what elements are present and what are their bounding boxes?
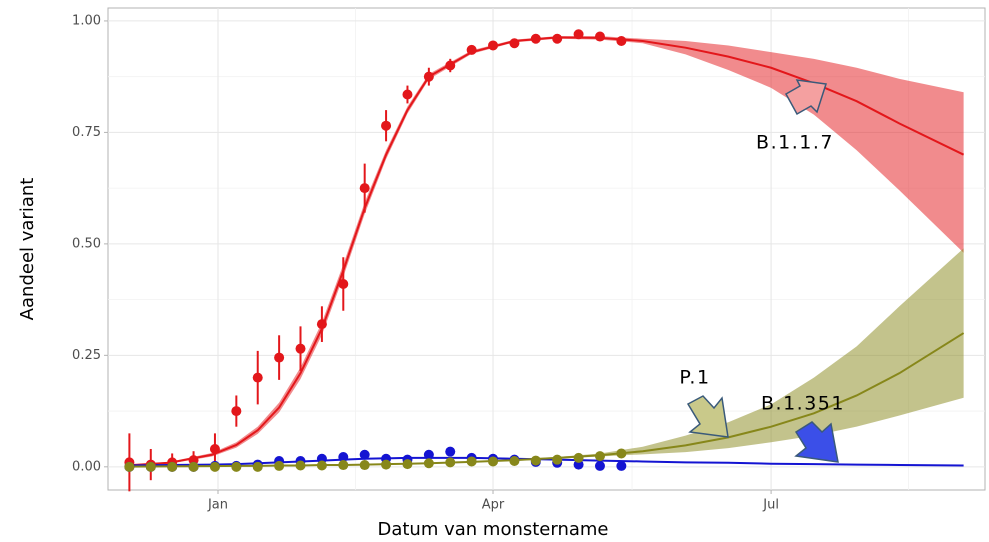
data-point bbox=[423, 449, 434, 460]
x-tick-label: Apr bbox=[482, 498, 505, 513]
data-point bbox=[338, 452, 349, 463]
data-point bbox=[573, 452, 584, 463]
data-point bbox=[338, 460, 349, 471]
data-point bbox=[530, 455, 541, 466]
x-tick-label: Jan bbox=[207, 498, 228, 513]
annotation-arrows bbox=[686, 79, 839, 463]
data-point bbox=[445, 446, 456, 457]
data-point bbox=[616, 460, 627, 471]
data-point bbox=[466, 456, 477, 467]
data-point bbox=[252, 461, 263, 472]
y-axis-title: Aandeel variant bbox=[17, 178, 38, 321]
data-point bbox=[445, 457, 456, 468]
data-point bbox=[488, 456, 499, 467]
x-tick-label: Jul bbox=[762, 498, 779, 513]
data-point bbox=[145, 461, 156, 472]
series-label: B.1.351 bbox=[761, 393, 845, 415]
data-point bbox=[124, 461, 135, 472]
data-point bbox=[188, 461, 199, 472]
data-point bbox=[295, 343, 306, 354]
data-point bbox=[423, 458, 434, 469]
data-point bbox=[209, 443, 220, 454]
data-point bbox=[274, 352, 285, 363]
series-label: P.1 bbox=[679, 367, 710, 389]
x-axis-title: Datum van monstername bbox=[377, 519, 608, 540]
data-point bbox=[316, 460, 327, 471]
confidence-ribbon bbox=[126, 36, 964, 466]
data-point bbox=[359, 449, 370, 460]
data-point bbox=[209, 461, 220, 472]
data-point bbox=[552, 454, 563, 465]
data-point bbox=[509, 38, 520, 49]
data-point bbox=[552, 33, 563, 44]
data-point bbox=[488, 40, 499, 51]
series-label: B.1.1.7 bbox=[756, 132, 834, 154]
y-tick-label: 0.75 bbox=[72, 125, 101, 140]
data-point bbox=[616, 448, 627, 459]
data-point bbox=[402, 89, 413, 100]
y-tick-label: 0.25 bbox=[72, 348, 101, 363]
data-point bbox=[167, 461, 178, 472]
arrow bbox=[686, 395, 729, 438]
data-point bbox=[295, 460, 306, 471]
data-point bbox=[231, 461, 242, 472]
confidence-ribbon bbox=[126, 248, 964, 467]
y-tick-label: 0.00 bbox=[72, 459, 101, 474]
data-point bbox=[573, 29, 584, 40]
data-point bbox=[381, 459, 392, 470]
data-point bbox=[423, 71, 434, 82]
y-tick-label: 1.00 bbox=[72, 13, 101, 28]
data-point bbox=[509, 456, 520, 467]
data-point bbox=[274, 460, 285, 471]
data-point bbox=[594, 460, 605, 471]
data-point bbox=[616, 35, 627, 46]
data-point bbox=[316, 319, 327, 330]
data-point bbox=[231, 406, 242, 417]
data-point bbox=[445, 60, 456, 71]
data-point bbox=[594, 31, 605, 42]
data-point bbox=[381, 120, 392, 131]
data-point bbox=[359, 183, 370, 194]
data-point bbox=[594, 451, 605, 462]
data-point bbox=[530, 33, 541, 44]
data-point bbox=[359, 460, 370, 471]
arrow bbox=[794, 421, 839, 463]
data-point bbox=[466, 44, 477, 55]
arrow bbox=[784, 79, 827, 116]
y-tick-label: 0.50 bbox=[72, 236, 101, 251]
data-point bbox=[402, 459, 413, 470]
marks bbox=[124, 29, 965, 492]
data-point bbox=[252, 372, 263, 383]
data-point bbox=[338, 279, 349, 290]
